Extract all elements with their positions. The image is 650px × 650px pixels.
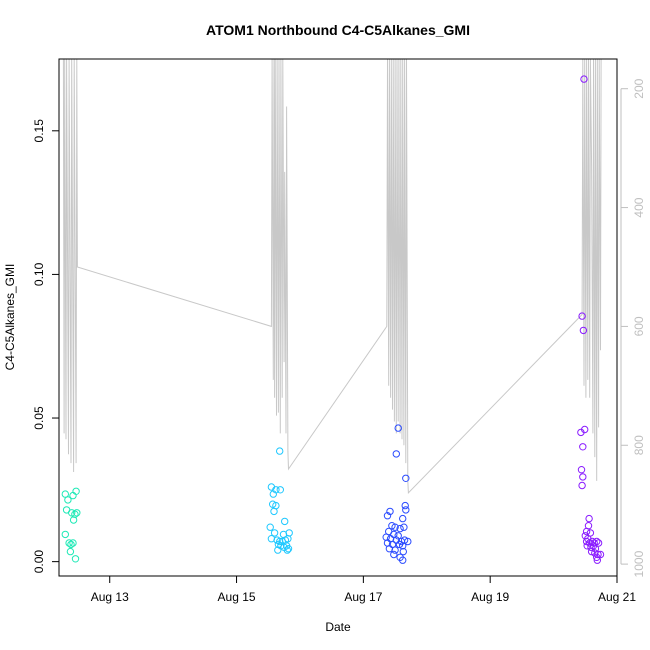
- data-point: [266, 523, 274, 531]
- data-point: [577, 466, 586, 474]
- chart-title: ATOM1 Northbound C4-C5Alkanes_GMI: [206, 22, 470, 38]
- data-point: [66, 547, 75, 556]
- data-point: [390, 550, 398, 559]
- data-point: [386, 507, 394, 516]
- data-point: [578, 312, 586, 320]
- data-points: [61, 75, 605, 564]
- data-point: [276, 486, 284, 494]
- data-point: [399, 514, 407, 523]
- y-tick-label: 0.05: [32, 406, 46, 430]
- data-point: [71, 555, 80, 563]
- right-tick-label: 800: [632, 435, 646, 455]
- right-tick-label: 600: [632, 316, 646, 336]
- data-point: [585, 514, 593, 523]
- data-point: [399, 556, 407, 564]
- y-axis: 0.00 0.05 0.10 0.15: [32, 119, 59, 574]
- pressure-line: [62, 59, 602, 494]
- data-point: [383, 512, 392, 520]
- data-point: [394, 532, 402, 540]
- pressure-trace: [62, 59, 602, 494]
- data-point: [65, 539, 73, 547]
- data-point: [391, 523, 399, 531]
- right-tick-label: 400: [632, 197, 646, 217]
- right-tick-label: 200: [632, 78, 646, 98]
- data-point: [67, 540, 75, 549]
- x-tick-label: Aug 13: [91, 590, 129, 604]
- data-point: [64, 496, 72, 504]
- data-point: [274, 546, 282, 554]
- data-point: [69, 491, 77, 500]
- data-point: [283, 546, 291, 554]
- x-tick-label: Aug 21: [598, 590, 636, 604]
- x-axis-label: Date: [325, 620, 351, 634]
- data-point: [281, 517, 289, 526]
- x-axis: Aug 13 Aug 15 Aug 17 Aug 19 Aug 21: [91, 576, 636, 604]
- data-point: [402, 474, 410, 482]
- data-point: [580, 75, 588, 83]
- data-point: [270, 529, 279, 537]
- plot-frame: [58, 58, 618, 577]
- data-point: [69, 539, 77, 547]
- data-point: [579, 473, 587, 481]
- data-point: [579, 326, 588, 335]
- data-point: [579, 443, 587, 451]
- data-point: [402, 506, 410, 514]
- data-point: [72, 487, 80, 495]
- data-point: [593, 556, 601, 564]
- right-tick-label: 1000: [632, 550, 646, 577]
- data-point: [69, 516, 78, 524]
- x-tick-label: Aug 19: [471, 590, 509, 604]
- data-point: [269, 490, 277, 498]
- y-tick-label: 0.00: [32, 550, 46, 574]
- data-point: [394, 424, 402, 432]
- data-point: [578, 481, 586, 490]
- data-point: [284, 545, 293, 553]
- data-point: [399, 547, 407, 556]
- data-point: [593, 553, 601, 561]
- data-point: [399, 542, 407, 550]
- data-point: [284, 535, 292, 543]
- y-tick-label: 0.10: [32, 262, 46, 286]
- data-point: [391, 546, 399, 554]
- data-point: [73, 509, 81, 517]
- data-point: [401, 501, 409, 510]
- data-point: [400, 523, 408, 531]
- data-point: [61, 530, 70, 539]
- data-point: [577, 428, 585, 437]
- data-point: [270, 507, 278, 516]
- y-tick-label: 0.15: [32, 119, 46, 143]
- x-tick-label: Aug 17: [344, 590, 382, 604]
- data-point: [404, 537, 412, 546]
- y-axis-right: 200 400 600 800 1000: [620, 78, 646, 577]
- y-axis-label: C4-C5Alkanes_GMI: [3, 264, 17, 371]
- data-point: [582, 527, 591, 536]
- data-point: [396, 524, 404, 533]
- data-point: [392, 450, 400, 458]
- data-point: [276, 447, 284, 455]
- x-tick-label: Aug 15: [218, 590, 256, 604]
